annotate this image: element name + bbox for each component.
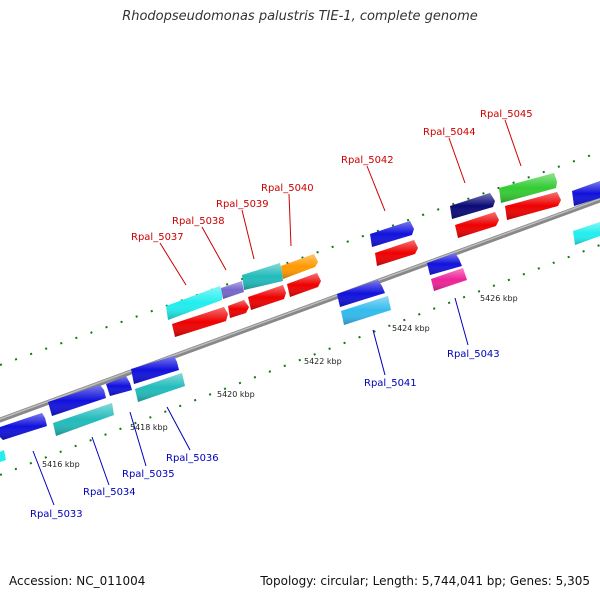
gene-rpal-5039[interactable] [242, 263, 283, 290]
leader-rpal-5044 [448, 137, 466, 184]
gene-rpal-5033[interactable] [0, 413, 47, 440]
label-rpal-5038[interactable]: Rpal_5038 [172, 216, 225, 227]
label-rpal-5045[interactable]: Rpal_5045 [480, 109, 533, 120]
topology-text: Topology: circular; Length: 5,744,041 bp… [260, 574, 590, 588]
feature-red-5039 [248, 285, 286, 310]
leader-rpal-5042 [366, 165, 386, 212]
accession-text: Accession: NC_011004 [9, 574, 146, 588]
genome-backbone-highlight [0, 198, 600, 420]
gene-rpal-5043[interactable] [427, 253, 462, 275]
gene-offscreen-upper[interactable] [572, 181, 600, 206]
gene-rpal-5042[interactable] [370, 221, 414, 247]
leader-rpal-5037 [159, 242, 187, 286]
leader-rpal-5043 [454, 297, 469, 346]
leader-rpal-5036 [166, 406, 191, 451]
label-rpal-5041[interactable]: Rpal_5041 [364, 378, 417, 389]
leader-rpal-5033 [32, 450, 55, 506]
gene-rpal-5041[interactable] [337, 280, 385, 307]
leader-rpal-5045 [504, 119, 522, 167]
gene-rpal-5035[interactable] [106, 376, 132, 396]
label-rpal-5036[interactable]: Rpal_5036 [166, 453, 219, 464]
label-rpal-5034[interactable]: Rpal_5034 [83, 487, 136, 498]
leader-rpal-5034 [91, 436, 110, 486]
feature-red-5045 [505, 192, 561, 220]
gene-rpal-5044[interactable] [450, 193, 495, 219]
leader-rpal-5039 [241, 209, 255, 260]
leader-rpal-5035 [129, 411, 147, 467]
kbp-label-5416: 5416 kbp [42, 460, 80, 469]
gene-rpal-5037[interactable] [166, 286, 222, 320]
gene-rpal-5036[interactable] [131, 356, 179, 384]
feature-cyan-offscreen [573, 222, 600, 245]
leader-rpal-5040 [288, 193, 292, 247]
label-rpal-5044[interactable]: Rpal_5044 [423, 127, 476, 138]
kbp-label-5424: 5424 kbp [392, 324, 430, 333]
feature-magenta-5043 [431, 268, 467, 291]
label-rpal-5039[interactable]: Rpal_5039 [216, 199, 269, 210]
feature-red-5042 [375, 240, 418, 266]
kbp-label-5420: 5420 kbp [217, 390, 255, 399]
feature-red-5038 [228, 300, 249, 318]
map-title: Rhodopseudomonas palustris TIE-1, comple… [122, 9, 478, 24]
kbp-label-5422: 5422 kbp [304, 357, 342, 366]
label-rpal-5035[interactable]: Rpal_5035 [122, 469, 175, 480]
feature-red-5040 [287, 273, 321, 297]
genome-backbone [0, 197, 600, 423]
gene-rpal-5040[interactable] [281, 254, 318, 279]
kbp-label-5418: 5418 kbp [130, 423, 168, 432]
gene-rpal-5038[interactable] [221, 281, 244, 299]
gene-rpal-5034[interactable] [48, 385, 106, 416]
label-rpal-5042[interactable]: Rpal_5042 [341, 155, 394, 166]
leader-rpal-5038 [201, 226, 227, 271]
label-rpal-5043[interactable]: Rpal_5043 [447, 349, 500, 360]
feature-sky-5041 [341, 296, 391, 325]
leader-rpal-5041 [372, 329, 386, 376]
label-rpal-5040[interactable]: Rpal_5040 [261, 183, 314, 194]
feature-cyan-left-edge [0, 450, 6, 462]
kbp-label-5426: 5426 kbp [480, 294, 518, 303]
feature-teal-5034 [53, 403, 114, 436]
label-rpal-5037[interactable]: Rpal_5037 [131, 232, 184, 243]
gene-rpal-5045[interactable] [499, 173, 557, 203]
feature-teal-5036 [135, 373, 185, 402]
label-rpal-5033[interactable]: Rpal_5033 [30, 509, 83, 520]
feature-red-5037 [172, 307, 228, 337]
lower-scale-track [0, 244, 600, 476]
feature-red-5044 [455, 212, 499, 238]
